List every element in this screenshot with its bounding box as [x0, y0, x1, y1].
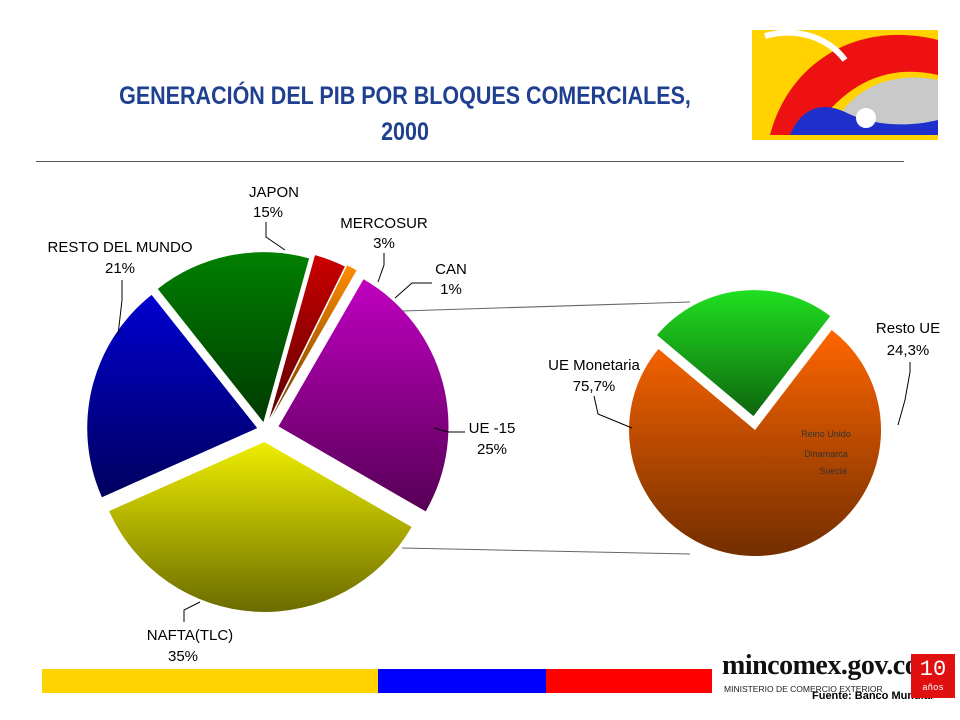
detail-pie: [629, 290, 882, 556]
footer-bar-blue: [378, 669, 546, 693]
label-can-value: 1%: [440, 281, 462, 298]
label-japon-value: 15%: [253, 204, 283, 221]
label-japon-name: JAPON: [249, 184, 299, 201]
label-can-name: CAN: [435, 261, 467, 278]
slice-mercosur: [269, 255, 345, 419]
source-note: Fuente: Banco Mundial: [812, 690, 933, 702]
footer-color-bar: [42, 669, 712, 693]
label-resto-mundo-name: RESTO DEL MUNDO: [47, 239, 192, 256]
label-ue15-value: 25%: [477, 441, 507, 458]
footer-bar-yellow: [42, 669, 378, 693]
badge-text: años: [922, 683, 944, 693]
member-suecia: Suecia: [819, 466, 847, 476]
member-reino-unido: Reino Unido: [801, 429, 851, 439]
brand-logo: [752, 29, 938, 140]
slice-japon: [157, 252, 310, 423]
label-mercosur-name: MERCOSUR: [340, 215, 428, 232]
label-nafta-value: 35%: [168, 648, 198, 665]
slice-ue-15: [278, 279, 449, 512]
slice-resto-del-mundo: [87, 294, 258, 498]
member-dinamarca: Dinamarca: [804, 449, 848, 459]
title-line-1: GENERACIÓN DEL PIB POR BLOQUES COMERCIAL…: [119, 82, 691, 110]
footer-bar-red: [546, 669, 712, 693]
connector-bottom: [401, 547, 691, 555]
slice-ue-monetaria: [629, 330, 882, 556]
detail-pie-labels: UE Monetaria 75,7% Resto UE 24,3% Reino …: [548, 320, 940, 476]
site-name: mincomex.gov.co: [722, 650, 919, 681]
main-pie: [87, 252, 449, 612]
main-pie-labels: JAPON 15% MERCOSUR 3% CAN 1% RESTO DEL M…: [47, 184, 515, 665]
slice-can: [271, 265, 357, 418]
label-ue-monetaria-value: 75,7%: [573, 378, 616, 395]
slice-resto-ue: [657, 290, 831, 417]
label-resto-mundo-value: 21%: [105, 260, 135, 277]
label-nafta-name: NAFTA(TLC): [147, 627, 233, 644]
label-resto-ue-name: Resto UE: [876, 320, 940, 337]
ministry-name: MINISTERIO DE COMERCIO EXTERIOR: [724, 684, 883, 694]
label-resto-ue-value: 24,3%: [887, 342, 930, 359]
slice-nafta-tlc: [109, 441, 412, 612]
anniversary-badge: 10 años: [911, 654, 955, 698]
label-ue15-name: UE -15: [469, 420, 516, 437]
chart-title: GENERACIÓN DEL PIB POR BLOQUES COMERCIAL…: [74, 78, 736, 150]
label-ue-monetaria-name: UE Monetaria: [548, 357, 640, 374]
connector-top: [401, 301, 691, 312]
badge-number: 10: [919, 657, 947, 682]
title-line-2: 2000: [381, 118, 429, 146]
label-mercosur-value: 3%: [373, 235, 395, 252]
title-divider: [36, 161, 904, 162]
